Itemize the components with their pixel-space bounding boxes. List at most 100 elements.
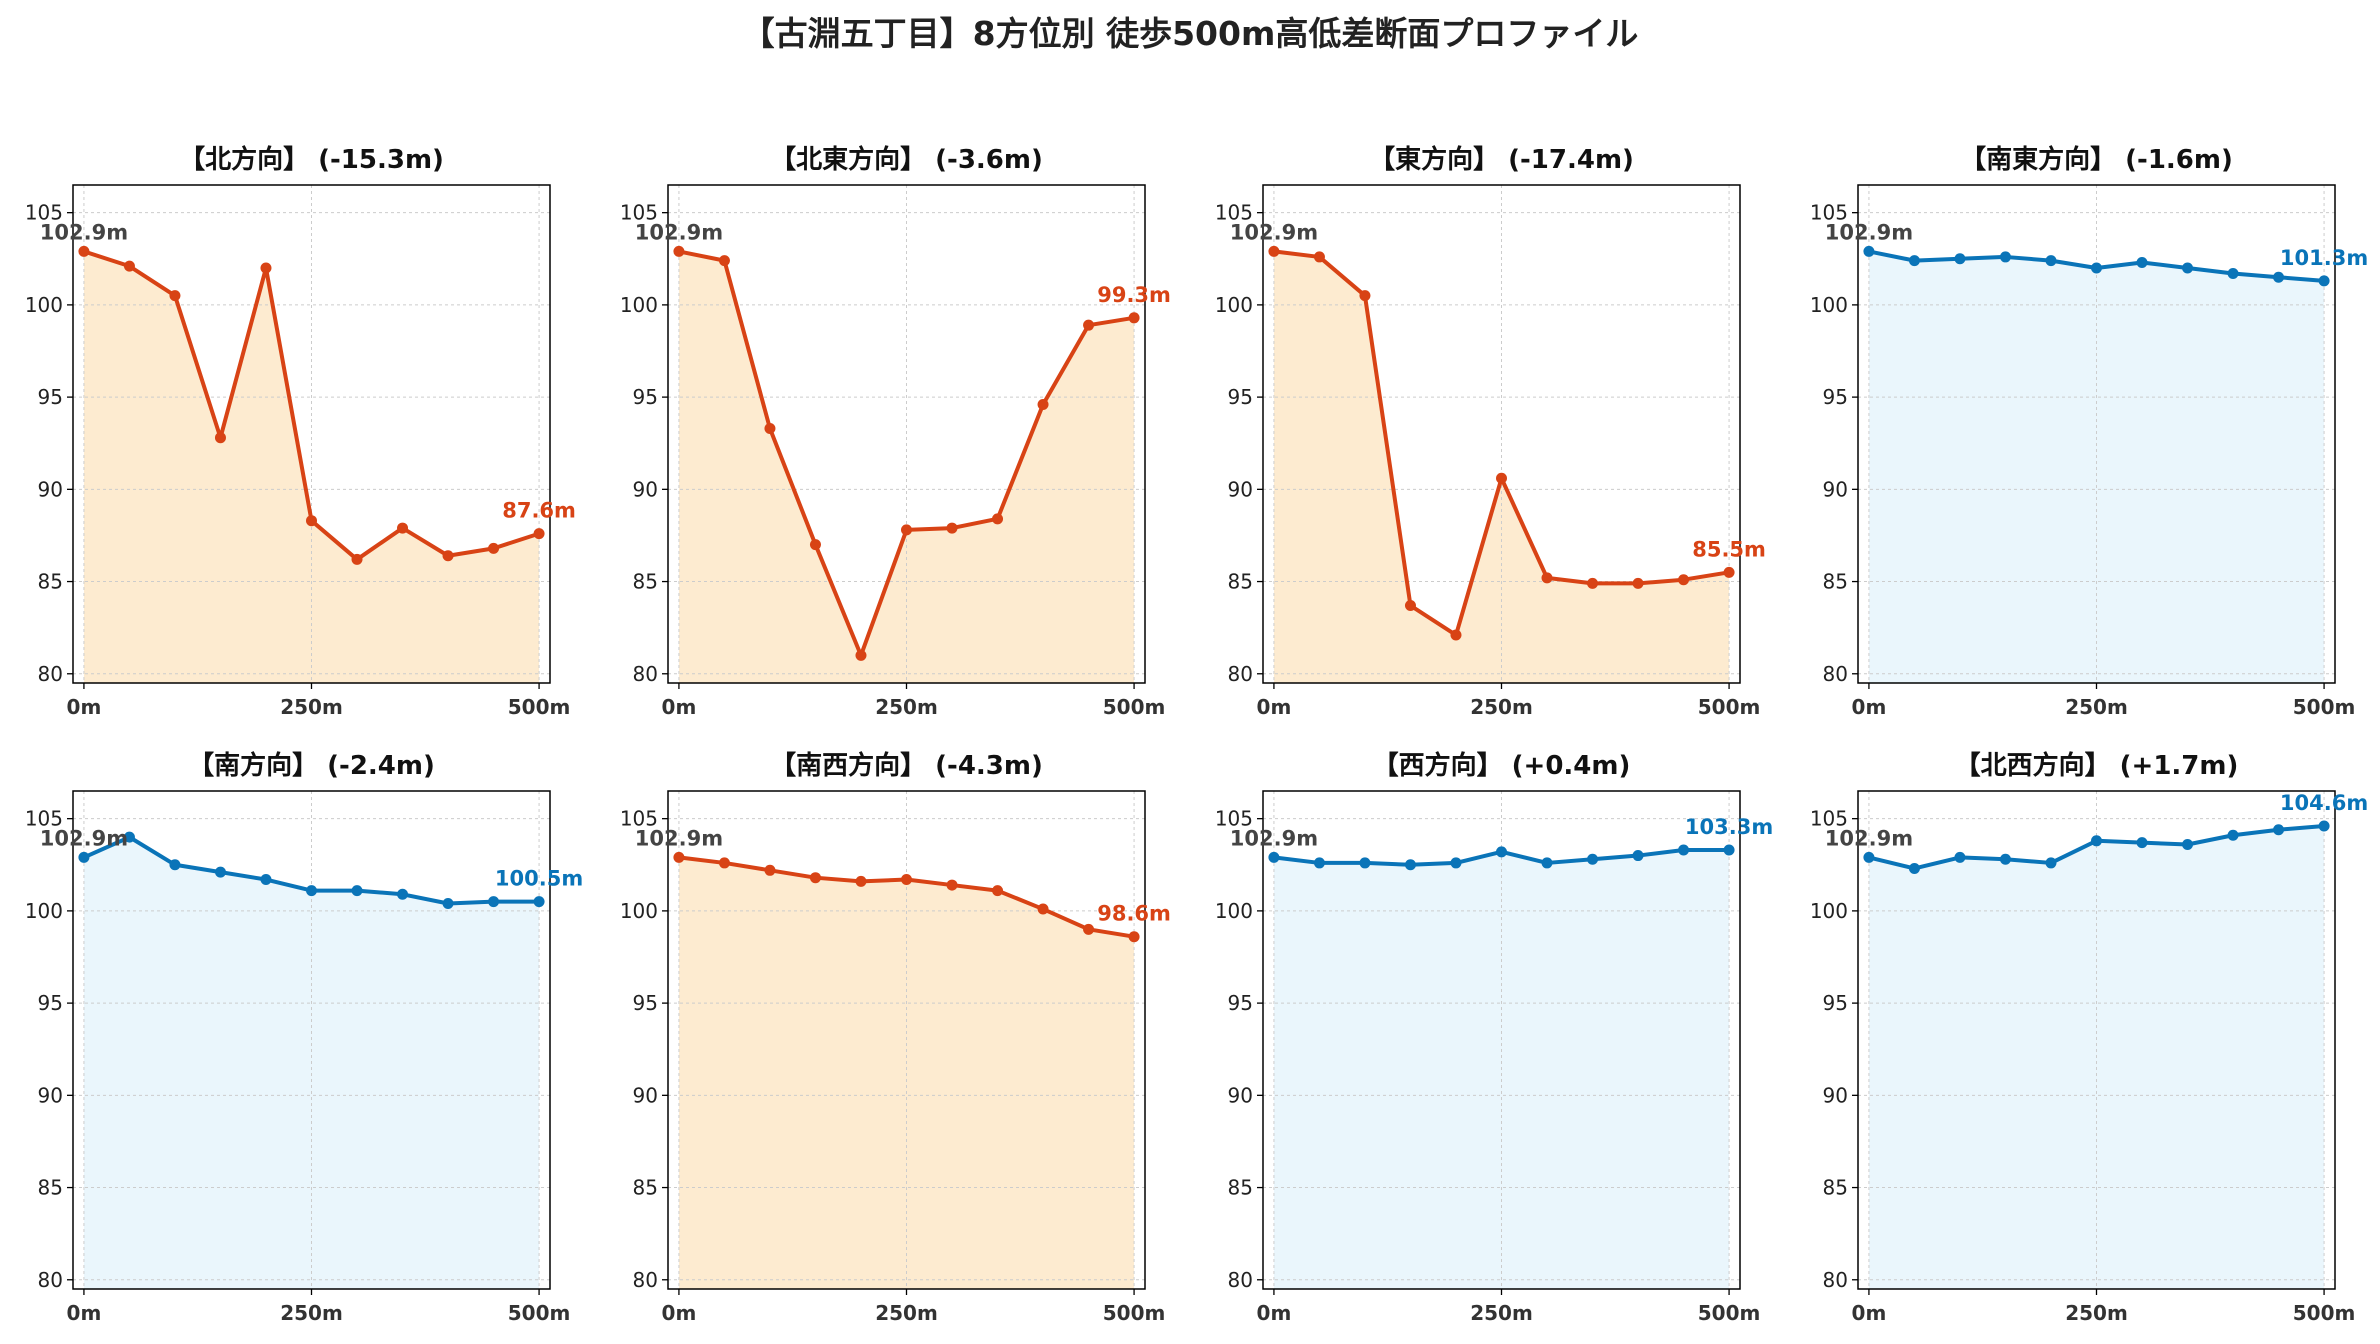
x-tick-label: 500m <box>2293 695 2356 719</box>
y-tick-label: 85 <box>1823 1176 1848 1200</box>
y-tick-label: 105 <box>1810 807 1848 831</box>
y-tick-label: 100 <box>620 899 658 923</box>
y-tick-label: 85 <box>633 570 658 594</box>
panel-1: 【北方向】 (-15.3m) 80 85 90 95 100 105 0m 250m 500m 10… <box>25 144 576 719</box>
y-tick-label: 80 <box>633 662 658 686</box>
panel-6: 【南西方向】 (-4.3m) 80 85 90 95 100 105 0m 250m 500m 10… <box>620 750 1171 1325</box>
y-tick-label: 80 <box>38 1268 63 1292</box>
data-point <box>764 864 776 876</box>
y-tick-label: 105 <box>25 807 63 831</box>
y-tick-label: 105 <box>25 201 63 225</box>
panel-title: 【北方向】 (-15.3m) <box>179 144 444 175</box>
data-point <box>2227 829 2239 841</box>
data-point <box>1037 903 1049 915</box>
y-tick-label: 95 <box>633 991 658 1015</box>
data-point <box>946 522 958 534</box>
data-point <box>123 260 135 272</box>
y-tick-label: 80 <box>1228 662 1253 686</box>
data-point <box>533 896 545 908</box>
end-elevation-label: 103.3m <box>1685 815 1773 839</box>
area-fill <box>678 251 1135 683</box>
x-tick-label: 0m <box>1852 695 1887 719</box>
data-point <box>1863 851 1875 863</box>
data-point <box>2045 857 2057 869</box>
data-point <box>78 245 90 257</box>
x-tick-label: 0m <box>67 695 102 719</box>
area-fill <box>83 251 540 683</box>
y-tick-label: 85 <box>1228 1176 1253 1200</box>
data-point <box>2091 262 2102 274</box>
data-point <box>764 422 776 434</box>
data-point <box>1954 851 1966 863</box>
y-tick-label: 100 <box>25 899 63 923</box>
data-point <box>1496 472 1507 484</box>
data-point <box>2318 275 2330 287</box>
start-elevation-label: 102.9m <box>1230 826 1318 850</box>
panel-5: 【南方向】 (-2.4m) 80 85 90 95 100 105 0m 250m 500m 102… <box>25 750 583 1325</box>
y-tick-label: 95 <box>1228 385 1253 409</box>
y-tick-label: 95 <box>38 991 63 1015</box>
y-tick-label: 85 <box>1823 570 1848 594</box>
data-point <box>2091 835 2102 847</box>
data-point <box>1908 862 1920 874</box>
data-point <box>1863 245 1875 257</box>
data-point <box>2227 268 2239 280</box>
y-tick-label: 80 <box>1823 662 1848 686</box>
data-point <box>718 857 730 869</box>
end-elevation-label: 98.6m <box>1097 902 1171 926</box>
data-point <box>214 866 226 878</box>
panel-3: 【東方向】 (-17.4m) 80 85 90 95 100 105 0m 250m 500m 10… <box>1215 144 1766 719</box>
data-point <box>442 898 454 910</box>
data-point <box>260 874 272 886</box>
data-point <box>1541 857 1553 869</box>
data-point <box>1037 398 1049 410</box>
panel-title: 【北東方向】 (-3.6m) <box>770 144 1043 175</box>
x-tick-label: 250m <box>1470 1301 1533 1325</box>
data-point <box>855 875 867 887</box>
end-elevation-label: 85.5m <box>1692 537 1766 561</box>
y-tick-label: 90 <box>38 1083 63 1107</box>
data-point <box>1954 253 1966 265</box>
y-tick-label: 105 <box>620 201 658 225</box>
data-point <box>901 524 912 536</box>
y-tick-label: 90 <box>633 1083 658 1107</box>
y-tick-label: 100 <box>1215 899 1253 923</box>
y-tick-label: 100 <box>1810 293 1848 317</box>
y-tick-label: 85 <box>38 570 63 594</box>
x-tick-label: 250m <box>2065 695 2128 719</box>
y-tick-label: 100 <box>1215 293 1253 317</box>
data-point <box>1587 577 1599 589</box>
end-elevation-label: 104.6m <box>2280 791 2368 815</box>
y-tick-label: 90 <box>38 477 63 501</box>
x-tick-label: 0m <box>662 695 697 719</box>
y-tick-label: 105 <box>1215 201 1253 225</box>
data-point <box>351 885 363 897</box>
y-tick-label: 95 <box>1228 991 1253 1015</box>
panel-title: 【南東方向】 (-1.6m) <box>1960 144 2233 175</box>
data-point <box>2136 837 2148 849</box>
area-fill <box>1273 251 1730 683</box>
x-tick-label: 500m <box>1698 695 1761 719</box>
data-point <box>169 859 181 871</box>
data-point <box>1128 931 1140 943</box>
data-point <box>1541 572 1553 584</box>
data-point <box>533 528 545 540</box>
y-tick-label: 100 <box>1810 899 1848 923</box>
panel-title: 【北西方向】 (+1.7m) <box>1955 750 2239 781</box>
end-elevation-label: 101.3m <box>2280 246 2368 270</box>
y-tick-label: 95 <box>1823 991 1848 1015</box>
data-point <box>946 879 958 891</box>
end-elevation-label: 99.3m <box>1097 283 1171 307</box>
data-point <box>1587 853 1599 865</box>
data-point <box>1999 853 2011 865</box>
data-point <box>123 831 135 843</box>
x-tick-label: 250m <box>1470 695 1533 719</box>
data-point <box>1404 600 1416 612</box>
x-tick-label: 250m <box>875 695 938 719</box>
data-point <box>1313 857 1325 869</box>
data-point <box>1268 851 1280 863</box>
y-tick-label: 85 <box>633 1176 658 1200</box>
data-point <box>1083 319 1095 331</box>
